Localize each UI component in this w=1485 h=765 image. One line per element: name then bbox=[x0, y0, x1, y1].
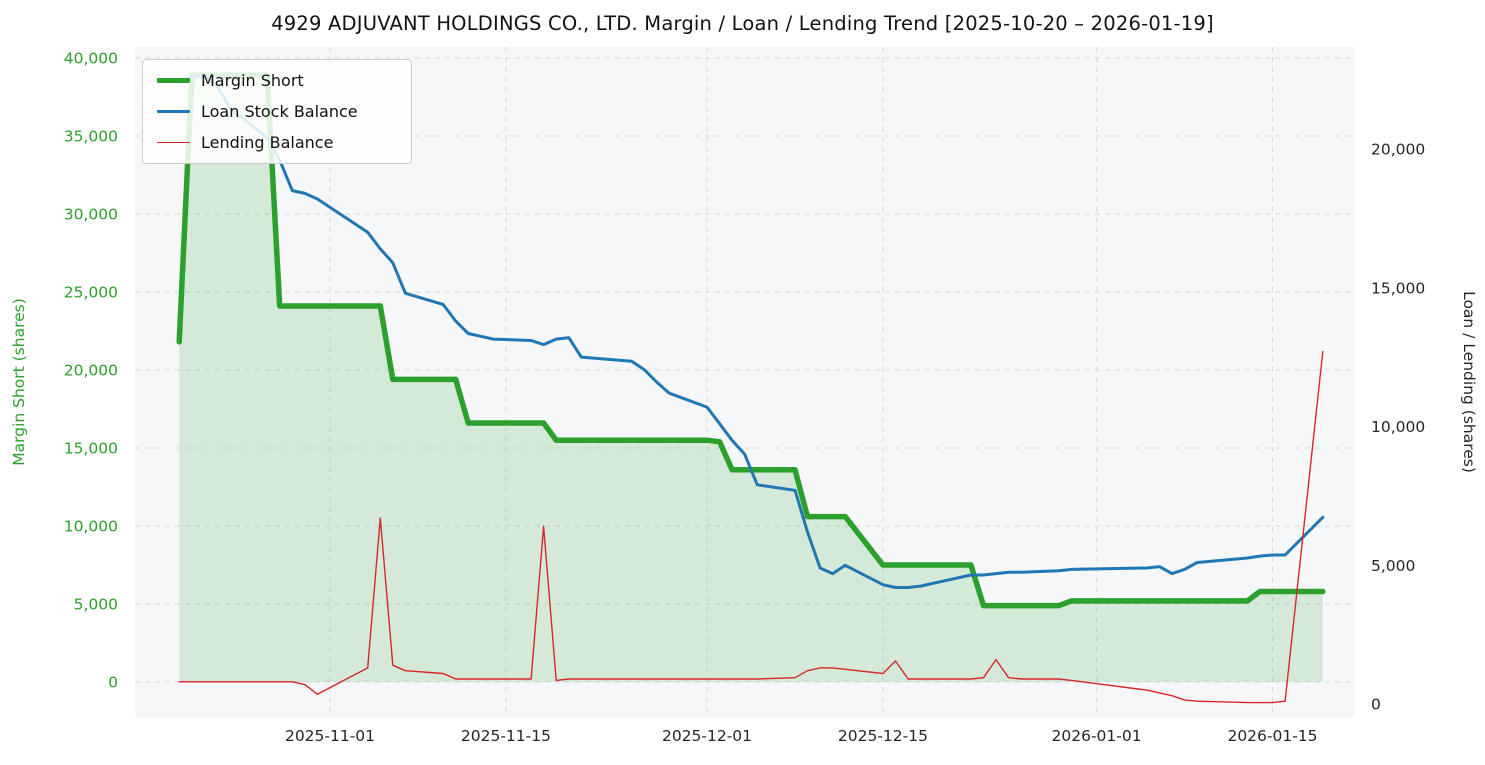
margin-short-fill bbox=[179, 75, 1323, 682]
right-tick-label: 20,000 bbox=[1371, 141, 1425, 159]
left-tick-label: 0 bbox=[108, 673, 118, 691]
right-tick-label: 10,000 bbox=[1371, 418, 1425, 436]
left-axis-label: Margin Short (shares) bbox=[10, 298, 28, 466]
left-tick-label: 30,000 bbox=[64, 205, 118, 223]
loan-stock-balance-line bbox=[177, 74, 1325, 589]
chart-title: 4929 ADJUVANT HOLDINGS CO., LTD. Margin … bbox=[271, 12, 1214, 35]
x-tick-label: 2025-11-01 bbox=[285, 727, 375, 745]
left-tick-label: 20,000 bbox=[64, 361, 118, 379]
left-tick-label: 25,000 bbox=[64, 283, 118, 301]
lending-balance-line bbox=[178, 350, 1324, 704]
legend-swatch-loan-stock-balance bbox=[157, 110, 190, 113]
legend: Margin Short Loan Stock Balance Lending … bbox=[142, 59, 412, 164]
left-tick-label: 35,000 bbox=[64, 127, 118, 145]
left-tick-label: 10,000 bbox=[64, 517, 118, 535]
legend-swatch-margin-short bbox=[157, 77, 190, 84]
x-tick-label: 2025-12-01 bbox=[662, 727, 752, 745]
right-tick-label: 15,000 bbox=[1371, 279, 1425, 297]
right-tick-label: 5,000 bbox=[1371, 557, 1415, 575]
legend-item-margin-short: Margin Short bbox=[157, 70, 397, 91]
legend-item-loan-stock-balance: Loan Stock Balance bbox=[157, 101, 397, 122]
left-tick-label: 5,000 bbox=[74, 595, 118, 613]
left-tick-label: 40,000 bbox=[64, 49, 118, 67]
legend-label-loan-stock-balance: Loan Stock Balance bbox=[201, 102, 358, 121]
x-tick-label: 2025-12-15 bbox=[838, 727, 928, 745]
legend-label-lending-balance: Lending Balance bbox=[201, 133, 334, 152]
margin-short-line bbox=[176, 72, 1326, 609]
legend-label-margin-short: Margin Short bbox=[201, 71, 304, 90]
x-tick-label: 2025-11-15 bbox=[461, 727, 551, 745]
legend-swatch-lending-balance bbox=[157, 141, 190, 144]
left-tick-label: 15,000 bbox=[64, 439, 118, 457]
x-tick-label: 2026-01-15 bbox=[1227, 727, 1317, 745]
right-tick-label: 0 bbox=[1371, 696, 1381, 714]
legend-item-lending-balance: Lending Balance bbox=[157, 132, 397, 153]
x-tick-label: 2026-01-01 bbox=[1052, 727, 1142, 745]
right-axis-label: Loan / Lending (shares) bbox=[1460, 291, 1478, 473]
